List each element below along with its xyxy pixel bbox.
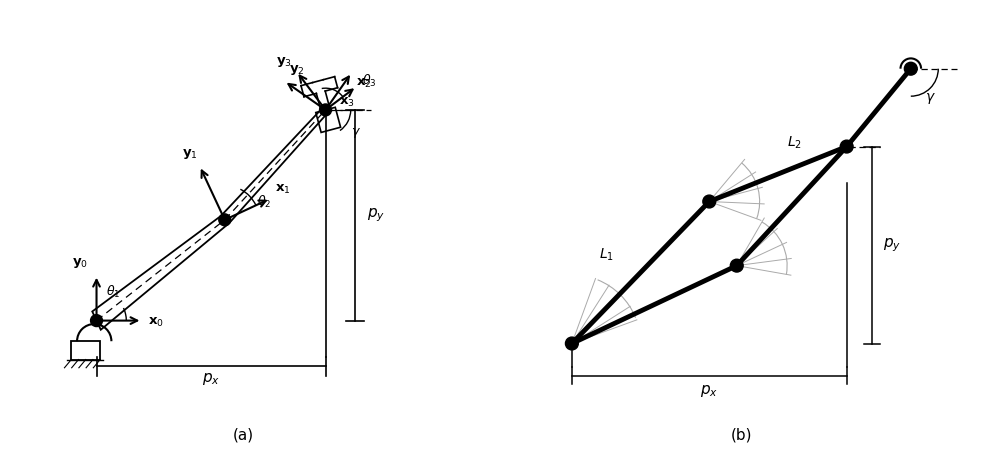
Text: $\mathbf{y}_0$: $\mathbf{y}_0$: [73, 256, 89, 270]
Text: (a): (a): [233, 428, 254, 443]
Text: $\gamma$: $\gamma$: [351, 126, 361, 140]
Circle shape: [219, 214, 231, 226]
Circle shape: [840, 140, 853, 153]
Circle shape: [565, 337, 578, 350]
Text: (b): (b): [730, 428, 752, 443]
Text: $L_2$: $L_2$: [787, 135, 802, 151]
Text: $\mathbf{x}_1$: $\mathbf{x}_1$: [275, 183, 291, 196]
Text: $\gamma$: $\gamma$: [924, 91, 935, 106]
Text: $\mathbf{y}_2$: $\mathbf{y}_2$: [289, 63, 305, 77]
Text: $p_y$: $p_y$: [367, 207, 385, 224]
Text: $\theta_1$: $\theta_1$: [106, 284, 120, 300]
Text: $\mathbf{x}_2$: $\mathbf{x}_2$: [357, 77, 372, 90]
Circle shape: [91, 315, 103, 327]
Text: $\mathbf{x}_3$: $\mathbf{x}_3$: [339, 96, 355, 109]
Circle shape: [320, 104, 332, 116]
Text: $p_x$: $p_x$: [202, 371, 220, 387]
Text: $p_y$: $p_y$: [883, 236, 901, 254]
Text: $\mathbf{y}_1$: $\mathbf{y}_1$: [182, 147, 198, 161]
Text: $\mathbf{x}_0$: $\mathbf{x}_0$: [148, 316, 164, 329]
Text: $\mathbf{y}_3$: $\mathbf{y}_3$: [276, 55, 292, 69]
Circle shape: [904, 62, 917, 75]
Text: $p_x$: $p_x$: [700, 383, 718, 399]
Text: $\theta_3$: $\theta_3$: [363, 73, 377, 89]
Circle shape: [703, 195, 715, 208]
Circle shape: [730, 259, 743, 272]
Text: $\theta_2$: $\theta_2$: [257, 194, 271, 210]
Text: $L_1$: $L_1$: [599, 247, 614, 263]
